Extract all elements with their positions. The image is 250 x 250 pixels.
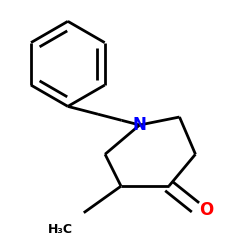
Text: N: N bbox=[133, 116, 146, 134]
Text: O: O bbox=[199, 201, 213, 219]
Text: H₃C: H₃C bbox=[48, 223, 73, 236]
